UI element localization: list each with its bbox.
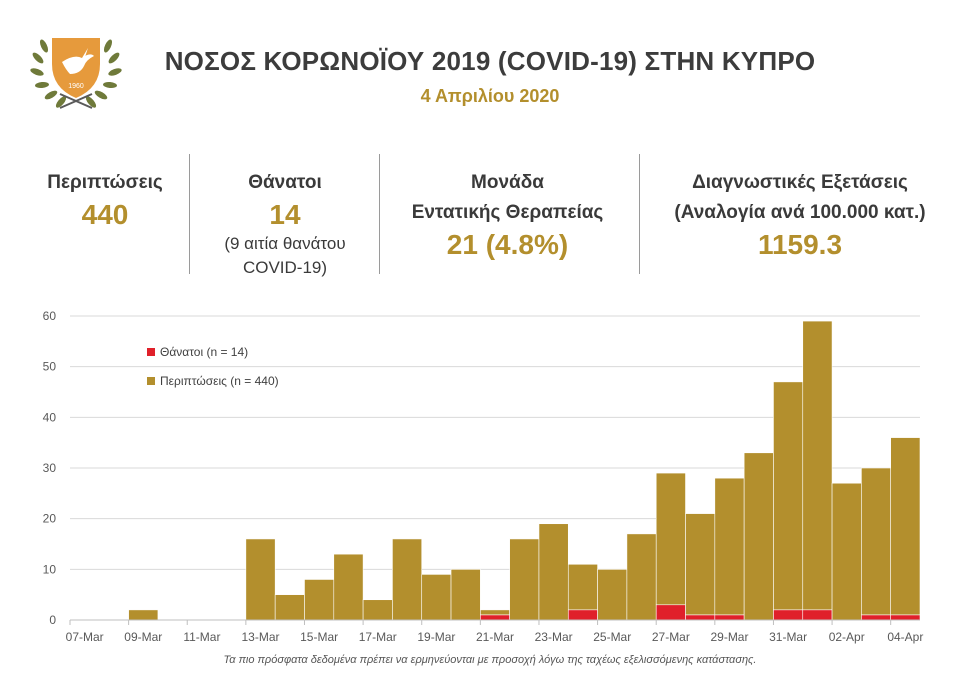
- deaths-label: Θάνατοι: [248, 172, 322, 193]
- x-tick-label: 17-Mar: [359, 630, 397, 644]
- bar-cases-25-Mar: [597, 569, 628, 621]
- stat-divider: [189, 154, 190, 274]
- bar-cases-26-Mar: [626, 533, 657, 621]
- bar-deaths-03-Apr: [861, 614, 891, 621]
- bar-cases-02-Apr: [831, 482, 862, 621]
- bar-cases-18-Mar: [392, 538, 423, 621]
- cases-stat: Περιπτώσεις 440: [30, 168, 180, 232]
- bar-deaths-01-Apr: [802, 609, 833, 621]
- x-tick-label: 13-Mar: [242, 630, 280, 644]
- bar-deaths-27-Mar: [655, 604, 686, 621]
- dove-icon: [62, 48, 94, 74]
- x-tick-label: 07-Mar: [66, 630, 104, 644]
- x-tick-label: 29-Mar: [710, 630, 748, 644]
- bar-cases-16-Mar: [333, 553, 364, 621]
- bar-deaths-28-Mar: [685, 614, 716, 621]
- bar-cases-01-Apr: [802, 320, 833, 611]
- bar-cases-09-Mar: [128, 609, 159, 621]
- legend-swatch: [147, 348, 155, 356]
- bar-cases-04-Apr: [890, 437, 921, 616]
- x-tick-label: 02-Apr: [829, 630, 865, 644]
- chart-caption: Τα πιο πρόσφατα δεδομένα πρέπει να ερμην…: [223, 654, 757, 666]
- x-tick-label: 31-Mar: [769, 630, 807, 644]
- icu-label-line2: Εντατικής Θεραπείας: [411, 202, 604, 223]
- bar-cases-28-Mar: [685, 513, 716, 616]
- daily-cases-chart: 0 10 20 30 40 50 60 07-Mar 09-Mar 11-Mar 13-Mar 15-…: [43, 309, 924, 644]
- bar-cases-31-Mar: [773, 381, 804, 611]
- y-tick-label: 30: [43, 461, 57, 475]
- y-tick-label: 60: [43, 309, 57, 323]
- bar-deaths-24-Mar: [567, 609, 598, 621]
- x-tick-label: 25-Mar: [593, 630, 631, 644]
- legend-label: Περιπτώσεις (n = 440): [160, 374, 279, 388]
- icu-value: 21 (4.8%): [446, 229, 569, 260]
- bar-cases-30-Mar: [743, 452, 774, 621]
- cases-value: 440: [81, 199, 129, 230]
- y-tick-label: 10: [43, 562, 57, 576]
- stat-divider: [639, 154, 640, 274]
- x-tick-label: 15-Mar: [300, 630, 338, 644]
- bar-cases-27-Mar: [655, 472, 686, 606]
- bar-deaths-04-Apr: [890, 614, 921, 621]
- deaths-stat: Θάνατοι 14 (9 αιτία θανάτου COVID-19): [195, 168, 375, 280]
- cases-label: Περιπτώσεις: [47, 172, 163, 193]
- bar-cases-20-Mar: [450, 569, 481, 621]
- bar-cases-03-Apr: [861, 467, 891, 616]
- bar-deaths-29-Mar: [714, 614, 745, 621]
- stat-divider: [379, 154, 380, 274]
- x-tick-label: 11-Mar: [183, 630, 220, 644]
- emblem-year: 1960: [68, 83, 84, 90]
- bar-cases-17-Mar: [362, 599, 393, 621]
- y-tick-label: 50: [43, 360, 57, 374]
- bar-cases-29-Mar: [714, 477, 745, 616]
- bar-cases-23-Mar: [538, 523, 569, 621]
- tests-stat: Διαγνωστικές Εξετάσεις (Αναλογία ανά 100…: [645, 168, 955, 262]
- olive-branch-left-icon: [30, 39, 67, 108]
- bar-cases-13-Mar: [245, 538, 276, 621]
- tests-value: 1159.3: [757, 229, 843, 260]
- bar-cases-14-Mar: [274, 594, 305, 621]
- deaths-note-line1: (9 αιτία θανάτου: [224, 234, 346, 253]
- icu-stat: Μονάδα Εντατικής Θεραπείας 21 (4.8%): [385, 168, 630, 262]
- y-tick-label: 40: [43, 410, 57, 424]
- legend-swatch: [147, 377, 155, 385]
- olive-branch-right-icon: [85, 39, 122, 108]
- cyprus-emblem-logo: 1960: [30, 38, 122, 109]
- x-tick-label: 27-Mar: [652, 630, 690, 644]
- report-date: 4 Απριλίου 2020: [420, 86, 560, 106]
- bar-cases-24-Mar: [567, 563, 598, 611]
- x-tick-label: 19-Mar: [417, 630, 455, 644]
- page-title: ΝΟΣΟΣ ΚΟΡΩΝΟΪΟΥ 2019 (COVID-19) ΣΤΗΝ ΚΥΠ…: [164, 46, 816, 76]
- chart-legend: Θάνατοι (n = 14) Περιπτώσεις (n = 440): [147, 345, 279, 388]
- y-tick-label: 20: [43, 512, 57, 526]
- y-tick-label: 0: [49, 613, 56, 627]
- x-tick-label: 23-Mar: [535, 630, 573, 644]
- bar-cases-21-Mar: [480, 609, 510, 616]
- x-tick-label: 09-Mar: [124, 630, 162, 644]
- legend-label: Θάνατοι (n = 14): [160, 345, 248, 359]
- bar-cases-19-Mar: [421, 574, 452, 621]
- bar-deaths-21-Mar: [480, 614, 510, 621]
- x-tick-label: 21-Mar: [476, 630, 514, 644]
- bar-cases-15-Mar: [304, 579, 335, 621]
- tests-label-line1: Διαγνωστικές Εξετάσεις: [692, 172, 908, 193]
- tests-label-line2: (Αναλογία ανά 100.000 κατ.): [674, 202, 926, 223]
- deaths-note-line2: COVID-19): [242, 258, 328, 277]
- bar-deaths-31-Mar: [773, 609, 804, 621]
- x-tick-label: 04-Apr: [887, 630, 923, 644]
- bar-cases-22-Mar: [509, 538, 540, 621]
- icu-label-line1: Μονάδα: [471, 172, 544, 193]
- deaths-value: 14: [269, 199, 301, 230]
